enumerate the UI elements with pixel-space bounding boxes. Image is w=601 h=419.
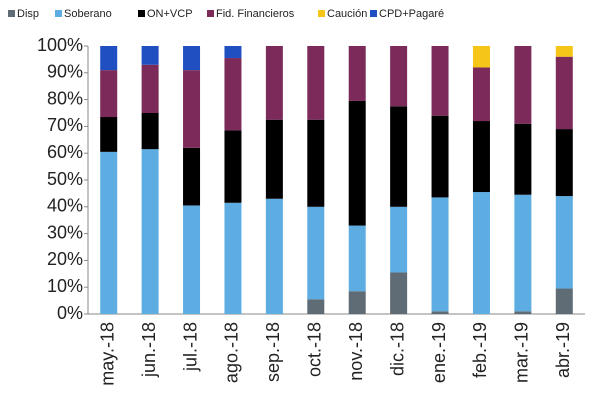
bar-segment xyxy=(431,311,449,314)
bar-segment xyxy=(555,56,573,130)
bar-segment xyxy=(141,64,159,113)
bar-segment xyxy=(555,46,573,57)
legend-label: CPD+Pagaré xyxy=(379,8,444,20)
x-tick-label: jul.-18 xyxy=(180,322,200,372)
legend-swatch xyxy=(138,10,145,17)
legend-swatch xyxy=(207,10,214,17)
bar-segment xyxy=(555,288,573,314)
legend-label: ON+VCP xyxy=(147,8,193,20)
y-tick-label: 70% xyxy=(47,115,83,135)
legend-swatch xyxy=(8,10,15,17)
bar-segment xyxy=(183,70,201,148)
bar-segment xyxy=(307,299,325,314)
x-tick-label: mar.-19 xyxy=(512,322,532,383)
y-tick-label: 40% xyxy=(47,196,83,216)
y-tick-label: 100% xyxy=(37,35,83,55)
bar-segment xyxy=(514,123,532,195)
bar-segment xyxy=(472,67,490,122)
y-tick-label: 0% xyxy=(57,303,83,323)
x-tick-label: dic.-18 xyxy=(387,322,407,376)
bar-segment xyxy=(224,130,242,203)
bar-segment xyxy=(348,100,366,226)
bar-segment xyxy=(100,151,118,314)
legend-label: Caución xyxy=(327,8,367,20)
bar-segment xyxy=(265,198,283,314)
bar-segment xyxy=(265,46,283,120)
bar-segment xyxy=(100,70,118,118)
x-tick-label: jun.-18 xyxy=(139,322,159,378)
y-tick-label: 20% xyxy=(47,249,83,269)
bar-segment xyxy=(390,106,408,207)
bar-segment xyxy=(472,121,490,193)
x-tick-label: oct.-18 xyxy=(305,322,325,377)
legend-swatch xyxy=(55,10,62,17)
bar-segment xyxy=(224,46,242,59)
bar-segment xyxy=(100,117,118,152)
x-tick-label: may.-18 xyxy=(97,322,117,386)
bar-segment xyxy=(390,206,408,273)
bar-segment xyxy=(224,202,242,314)
bar-segment xyxy=(265,119,283,199)
bar-segment xyxy=(348,46,366,101)
bar-segment xyxy=(555,129,573,197)
x-tick-label: ene.-19 xyxy=(429,322,449,383)
y-tick-label: 50% xyxy=(47,169,83,189)
bar-segment xyxy=(431,46,449,116)
legend-swatch xyxy=(318,10,325,17)
bar-segment xyxy=(307,46,325,120)
legend-label: Soberano xyxy=(64,8,112,20)
bar-segment xyxy=(472,46,490,68)
legend-label: Fid. Financieros xyxy=(216,8,295,20)
x-tick-label: feb.-19 xyxy=(470,322,490,378)
bar-segment xyxy=(431,197,449,312)
legend-swatch xyxy=(370,10,377,17)
bar-segment xyxy=(514,311,532,314)
y-tick-label: 30% xyxy=(47,222,83,242)
bar-segment xyxy=(224,58,242,131)
bar-segment xyxy=(183,46,201,71)
bar-segment xyxy=(390,272,408,314)
bar-segment xyxy=(514,194,532,312)
bar-segment xyxy=(141,46,159,65)
y-tick-label: 60% xyxy=(47,142,83,162)
bar-segment xyxy=(307,206,325,300)
bar-segment xyxy=(183,147,201,206)
bar-segment xyxy=(390,46,408,107)
bar-segment xyxy=(141,113,159,150)
bar-segment xyxy=(183,205,201,314)
bar-segment xyxy=(100,46,118,71)
y-tick-label: 80% xyxy=(47,88,83,108)
bar-segment xyxy=(472,192,490,314)
bar-segment xyxy=(141,149,159,314)
x-tick-label: sep.-18 xyxy=(263,322,283,382)
bar-segment xyxy=(555,196,573,289)
bar-segment xyxy=(514,46,532,124)
x-tick-label: nov.-18 xyxy=(346,322,366,381)
bar-segment xyxy=(307,119,325,207)
y-tick-label: 90% xyxy=(47,62,83,82)
x-tick-label: abr.-19 xyxy=(553,322,573,378)
x-tick-label: ago.-18 xyxy=(222,322,242,383)
legend-label: Disp xyxy=(17,8,39,20)
bar-segment xyxy=(431,115,449,198)
y-tick-label: 10% xyxy=(47,276,83,296)
bar-segment xyxy=(348,225,366,292)
bar-segment xyxy=(348,291,366,314)
